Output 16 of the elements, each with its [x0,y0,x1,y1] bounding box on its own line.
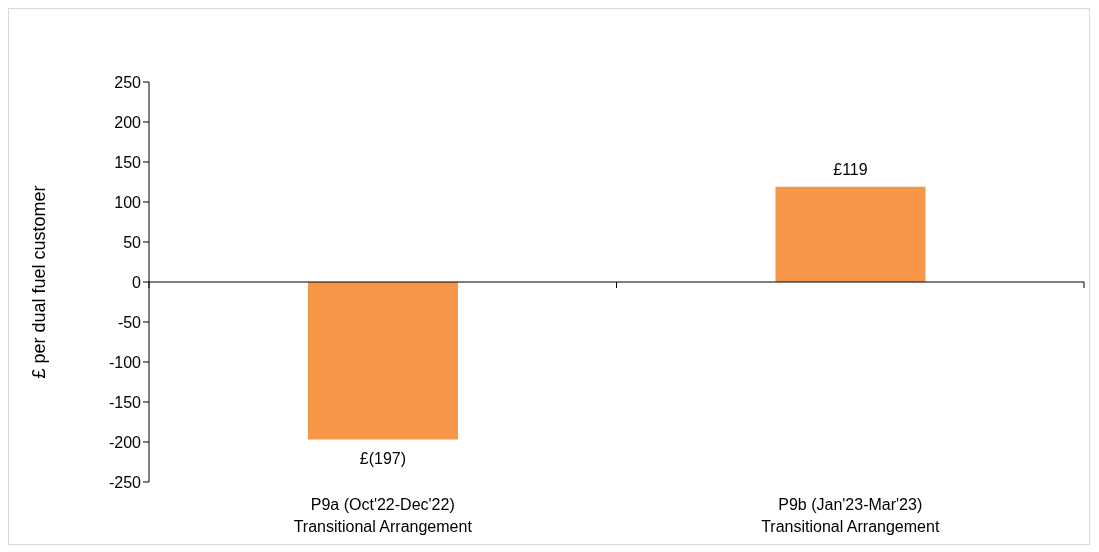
y-tick-label: -150 [108,393,142,411]
data-label: £119 [833,160,868,178]
data-label: £(197) [359,449,407,467]
y-tick-label: 150 [114,153,142,171]
y-tick-label: 0 [132,273,142,291]
y-tick-label: -200 [108,433,142,451]
y-tick-label: 250 [114,73,142,91]
x-tick-label: P9a (Oct'22-Dec'22) Transitional Arrangement [293,496,473,535]
y-axis-title: £ per dual fuel customer [29,185,50,379]
y-tick-label: -250 [108,473,142,491]
y-tick-label: -50 [117,313,142,331]
y-tick-label: -100 [108,353,142,371]
y-tick-label: 100 [114,193,142,211]
y-tick-label: 200 [114,113,142,131]
x-tick-label: P9b (Jan'23-Mar'23) Transitional Arrangement [761,496,940,535]
y-tick-label: 50 [123,233,142,251]
